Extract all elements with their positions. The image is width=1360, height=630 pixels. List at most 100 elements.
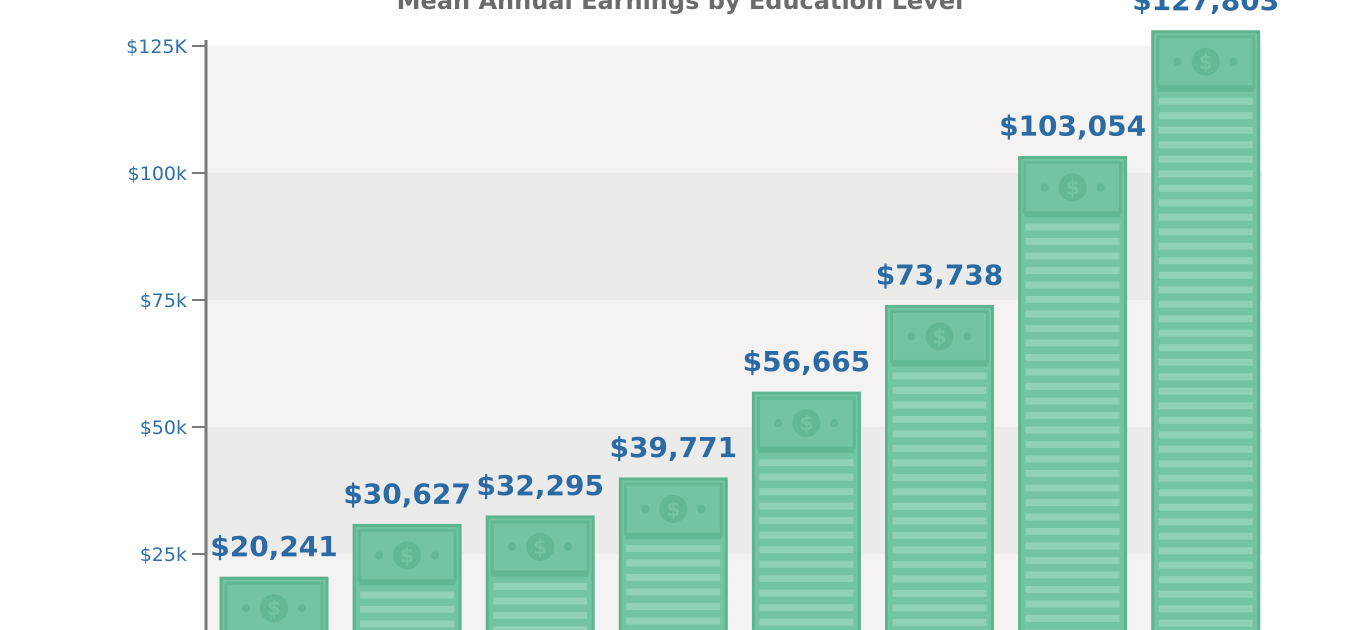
bill-dot: [1229, 57, 1238, 66]
bar-body: [1019, 157, 1126, 630]
bill-stripe: [892, 546, 987, 554]
bill-dot: [774, 419, 783, 428]
dollar-sign-icon: $: [267, 596, 281, 620]
bill-stripe: [892, 531, 987, 539]
dollar-sign-icon: $: [1066, 175, 1080, 199]
bill-stripe: [626, 588, 721, 596]
dollar-sign-icon: $: [400, 543, 414, 567]
bill-stripe: [892, 372, 987, 380]
bill-coin: [792, 409, 821, 438]
bill-stripe: [1025, 266, 1120, 274]
bill-coin: [659, 494, 688, 523]
bar: $: [1151, 30, 1261, 630]
bar: $: [751, 391, 861, 630]
bill-stripe: [1158, 344, 1253, 352]
bill-stripe: [1025, 223, 1120, 231]
bill-stripe: [1158, 155, 1253, 163]
bill-stripe: [1158, 561, 1253, 569]
bill-stripe: [1158, 329, 1253, 337]
bill-stripe: [1025, 542, 1120, 550]
dollar-bill-stack-icon: $: [890, 309, 989, 367]
bill-stripe: [892, 401, 987, 409]
bill-stripe: [1158, 271, 1253, 279]
bill-stripe: [1158, 315, 1253, 323]
bill-stripe: [1025, 614, 1120, 622]
dollar-sign-icon: $: [933, 324, 947, 348]
bar-value-label: $103,054: [999, 109, 1146, 142]
bill-stripe: [493, 611, 588, 619]
bill-stripe: [892, 444, 987, 452]
bill-stripe: [759, 618, 854, 626]
bill-stripe: [1158, 300, 1253, 308]
bill-edge: [758, 448, 855, 454]
bill-stripe: [1025, 498, 1120, 506]
bar: $: [485, 515, 595, 630]
bill-stripe: [1158, 199, 1253, 207]
dollar-bill-stack-icon: $: [224, 581, 324, 630]
dollar-bill-stack-icon: $: [1156, 35, 1256, 92]
bill-stripe: [1025, 469, 1120, 477]
bill-coin: [393, 541, 422, 570]
bill-dot: [697, 504, 706, 513]
y-tick-label: $100k: [128, 163, 187, 185]
bill-dot: [375, 551, 384, 560]
bill-stripe: [1025, 237, 1120, 245]
bill-dot: [1173, 57, 1182, 66]
y-tick-label: $50k: [140, 417, 187, 439]
bill-stripe: [626, 559, 721, 567]
bill-stripe: [759, 517, 854, 525]
bill-stripe: [626, 617, 721, 625]
bill-coin: [260, 594, 288, 623]
bill-stripe: [759, 488, 854, 496]
dollar-sign-icon: $: [1199, 50, 1213, 74]
bill-stripe: [1025, 455, 1120, 463]
bar: $: [618, 477, 728, 630]
bill-stripe: [1158, 141, 1253, 149]
dollar-sign-icon: $: [666, 497, 680, 521]
bill-stripe: [759, 546, 854, 554]
bill-stripe: [1025, 382, 1120, 390]
bill-stripe: [1025, 426, 1120, 434]
bill-stripe: [892, 459, 987, 467]
dollar-sign-icon: $: [533, 535, 547, 559]
bar-outline: [751, 391, 861, 630]
bill-stripe: [1158, 474, 1253, 482]
y-tick-label: $75k: [140, 290, 187, 312]
bill-stripe: [493, 582, 588, 590]
bill-stripe: [1158, 532, 1253, 540]
bill-stripe: [626, 602, 721, 610]
bill-stripe: [1158, 590, 1253, 598]
bill-stripe: [1158, 431, 1253, 439]
bill-stripe: [892, 618, 987, 626]
bar-value-label: $56,665: [743, 345, 871, 378]
bar-outline: [219, 576, 329, 630]
bill-stripe: [1158, 184, 1253, 192]
bill-stripe: [1025, 513, 1120, 521]
chart-title: Mean Annual Earnings by Education Level: [396, 0, 964, 15]
bill-stripe: [1158, 373, 1253, 381]
bill-stripe: [360, 591, 455, 599]
bar-outline: [1151, 30, 1261, 630]
bill-stripe: [493, 626, 588, 630]
bill-stripe: [360, 620, 455, 628]
bill-stripe: [1158, 402, 1253, 410]
bill-stripe: [1025, 585, 1120, 593]
bill-stripe: [1025, 484, 1120, 492]
bill-stripe: [1025, 324, 1120, 332]
bill-edge: [359, 580, 456, 586]
bill-coin: [1191, 47, 1220, 76]
bill-dot: [641, 504, 650, 513]
bill-dot: [1040, 183, 1049, 192]
bill-stripe: [1025, 368, 1120, 376]
bill-stripe: [1158, 619, 1253, 627]
bill-edge: [1157, 86, 1254, 92]
bill-dot: [242, 604, 250, 613]
bill-stripe: [892, 386, 987, 394]
bill-stripe: [892, 575, 987, 583]
dollar-bill-stack-icon: $: [756, 396, 856, 454]
bill-stripe: [892, 604, 987, 612]
bill-stripe: [1025, 556, 1120, 564]
bill-stripe: [1025, 397, 1120, 405]
bill-stripe: [1158, 286, 1253, 294]
